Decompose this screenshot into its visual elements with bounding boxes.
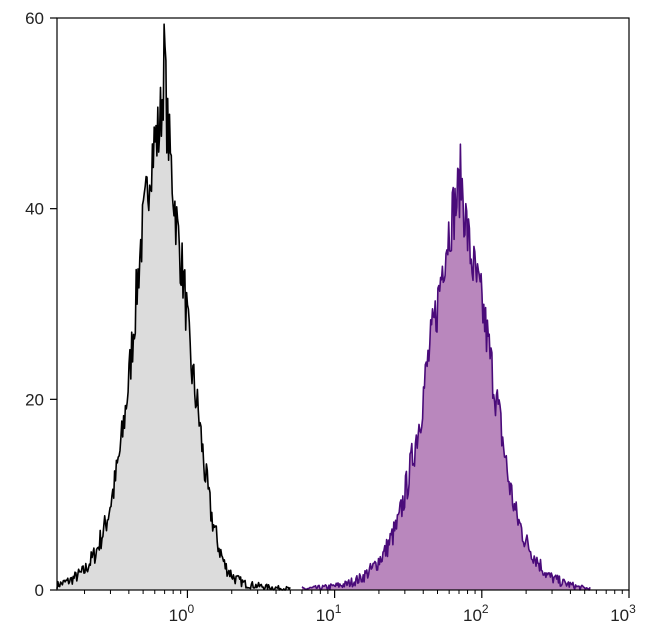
series-1-outline [56, 23, 291, 591]
series-layer [56, 23, 591, 591]
y-tick-label: 60 [25, 9, 44, 28]
plot-frame [56, 17, 630, 591]
axis-layer: 0 20 40 60 100 101 102 103 [25, 9, 636, 625]
series-1-fill [57, 24, 291, 590]
series-2-outline [301, 143, 591, 591]
y-tick-label: 40 [25, 200, 44, 219]
x-tick-label: 100 [169, 602, 195, 625]
y-tick-label: 20 [25, 390, 44, 409]
x-tick-label: 101 [316, 602, 342, 625]
series-2-fill [302, 144, 591, 590]
y-tick-label: 0 [35, 581, 44, 600]
x-tick-label: 103 [610, 602, 636, 625]
x-tick-label: 102 [463, 602, 489, 625]
